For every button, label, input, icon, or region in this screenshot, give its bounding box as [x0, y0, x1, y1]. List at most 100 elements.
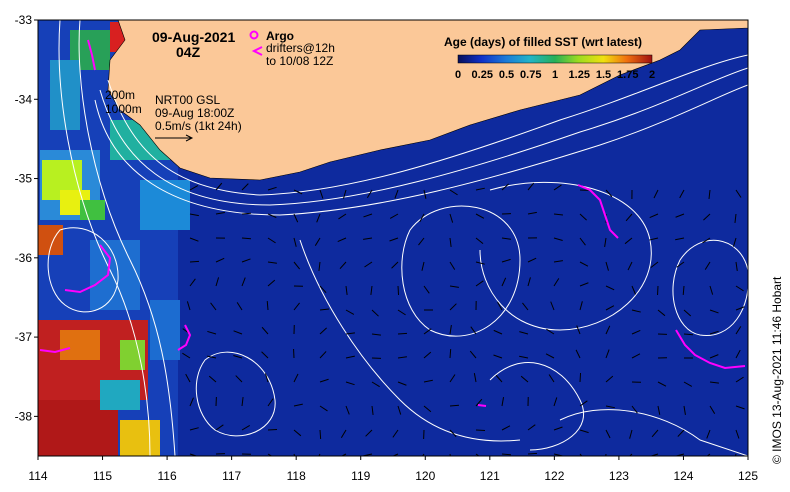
velocity-arrow [475, 237, 484, 245]
velocity-arrow [734, 213, 737, 223]
colorbar-tick-label: 0 [455, 69, 461, 81]
velocity-arrow [371, 333, 381, 336]
x-tick-label: 124 [673, 469, 693, 483]
velocity-arrow [657, 309, 666, 317]
velocity-arrow [233, 354, 243, 359]
velocity-arrow [449, 429, 457, 437]
x-tick-label: 125 [738, 469, 758, 483]
velocity-arrow [475, 453, 480, 456]
velocity-arrow [210, 302, 217, 311]
velocity-arrow [371, 309, 379, 317]
velocity-arrow [423, 189, 427, 199]
velocity-arrow [235, 375, 243, 383]
velocity-arrow [363, 237, 373, 240]
velocity-arrow [475, 280, 484, 287]
velocity-arrow [527, 211, 537, 215]
colorbar [457, 54, 653, 64]
velocity-arrow [475, 398, 483, 407]
velocity-arrow [293, 237, 297, 247]
velocity-arrow [241, 277, 246, 287]
velocity-arrow [339, 261, 347, 270]
velocity-arrow [657, 405, 661, 415]
velocity-arrow [553, 426, 563, 431]
velocity-arrow [553, 278, 560, 287]
x-tick-label: 118 [287, 469, 306, 483]
velocity-arrow [189, 453, 199, 456]
credit-text: © IMOS 13-Aug-2021 11:46 Hobart [770, 276, 784, 464]
velocity-arrow [631, 329, 641, 335]
velocity-arrow [345, 355, 355, 359]
velocity-arrow [397, 405, 402, 415]
velocity-arrow [345, 332, 355, 335]
argo-label: Argo [266, 29, 294, 43]
velocity-arrow [735, 429, 740, 439]
velocity-arrow [293, 373, 299, 383]
velocity-arrow [579, 372, 582, 383]
velocity-arrow [676, 261, 685, 268]
velocity-arrow [449, 453, 451, 456]
velocity-arrow [449, 325, 452, 335]
velocity-arrow [241, 212, 252, 215]
product-time: 09-Aug 18:00Z [155, 106, 234, 120]
velocity-arrow [423, 351, 432, 359]
velocity-arrow [735, 261, 738, 271]
velocity-arrow [473, 373, 477, 383]
y-tick-label: -34 [15, 92, 33, 106]
velocity-arrow [449, 285, 459, 288]
velocity-arrow [519, 355, 529, 359]
velocity-arrow [319, 405, 328, 412]
velocity-arrow [293, 429, 302, 437]
x-tick-label: 117 [222, 469, 241, 483]
colorbar-tick-label: 0.25 [472, 69, 493, 81]
ssh-contours [47, 181, 748, 456]
velocity-arrow [683, 381, 693, 387]
velocity-arrow [553, 213, 564, 216]
x-tick-label: 119 [351, 469, 370, 483]
velocity-arrow [319, 327, 327, 335]
velocity-arrow [553, 237, 563, 241]
velocity-arrow [423, 328, 432, 335]
velocity-arrow [207, 330, 217, 335]
velocity-arrow [683, 405, 686, 415]
x-tick-label: 115 [93, 469, 112, 483]
velocity-arrow [418, 237, 425, 246]
velocity-arrow [553, 184, 562, 191]
velocity-arrow [735, 405, 745, 410]
velocity-arrow [579, 261, 589, 267]
velocity-arrow [709, 381, 719, 384]
velocity-arrow [501, 237, 511, 240]
velocity-arrow [527, 257, 537, 263]
velocity-arrow [735, 189, 742, 198]
velocity-arrow [631, 405, 638, 414]
velocity-arrow [470, 326, 477, 335]
velocity-arrow [629, 429, 633, 439]
velocity-arrow [605, 189, 613, 198]
velocity-arrow [675, 237, 685, 241]
velocity-arrow [605, 261, 609, 271]
y-tick-label: -36 [15, 251, 33, 265]
velocity-arrow [653, 189, 659, 199]
velocity-arrow [629, 453, 633, 456]
velocity-arrow [397, 356, 407, 359]
velocity-arrow [735, 376, 744, 383]
velocity-arrow [651, 429, 659, 438]
velocity-arrow [605, 429, 611, 439]
velocity-arrow [605, 375, 614, 383]
drifters-range: to 10/08 12Z [266, 54, 333, 68]
velocity-arrow [449, 261, 456, 270]
velocity-arrow [189, 278, 196, 287]
velocity-arrow [575, 349, 581, 359]
velocity-arrow [422, 453, 425, 456]
contour-1000m-label: 1000m [105, 102, 142, 116]
velocity-arrow [605, 453, 607, 456]
velocity-arrow [392, 429, 399, 438]
velocity-arrow [497, 301, 503, 311]
velocity-arrow [627, 261, 633, 271]
velocity-arrow [677, 429, 685, 437]
velocity-arrow [319, 189, 324, 199]
velocity-arrow [449, 374, 456, 383]
velocity-arrow [293, 302, 300, 311]
vector-scale-label: 0.5m/s (1kt 24h) [155, 119, 242, 133]
velocity-arrow [735, 326, 742, 335]
x-tick-label: 116 [158, 469, 177, 483]
